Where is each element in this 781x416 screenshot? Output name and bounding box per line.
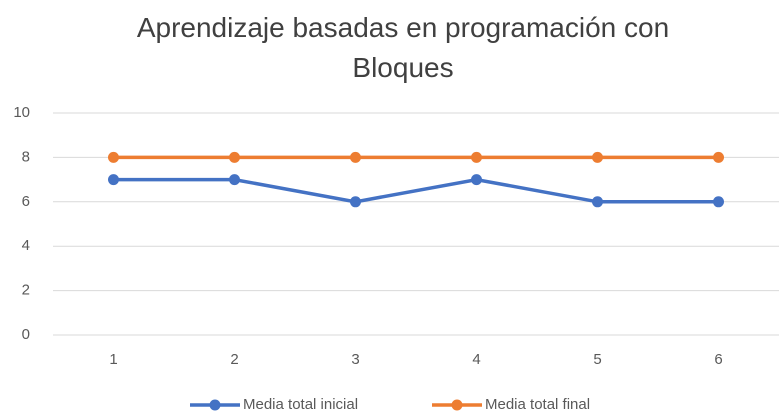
x-tick-label: 6 (714, 351, 722, 368)
y-tick-label: 0 (22, 326, 30, 343)
data-point (592, 151, 603, 163)
data-point (713, 151, 724, 163)
data-point (471, 151, 482, 163)
data-point (108, 174, 119, 186)
data-point (350, 151, 361, 163)
data-point (471, 174, 482, 186)
legend-marker (209, 399, 221, 411)
y-tick-label: 8 (22, 148, 30, 165)
x-tick-label: 3 (351, 351, 359, 368)
x-tick-label: 2 (230, 351, 238, 368)
data-point (108, 151, 119, 163)
data-point (229, 151, 240, 163)
legend-label: Media total final (485, 396, 590, 413)
data-point (713, 196, 724, 208)
data-point (592, 196, 603, 208)
y-tick-label: 10 (13, 104, 30, 121)
x-tick-label: 1 (109, 351, 117, 368)
data-point (350, 196, 361, 208)
y-tick-label: 6 (22, 193, 30, 210)
legend-label: Media total inicial (243, 396, 358, 413)
y-tick-label: 4 (22, 237, 30, 254)
chart-title: Aprendizaje basadas en programación con … (136, 12, 670, 83)
data-point (229, 174, 240, 186)
legend-marker (451, 399, 463, 411)
series-line (113, 177, 719, 204)
x-tick-label: 5 (593, 351, 601, 368)
y-tick-label: 2 (22, 282, 30, 299)
x-tick-label: 4 (472, 351, 480, 368)
